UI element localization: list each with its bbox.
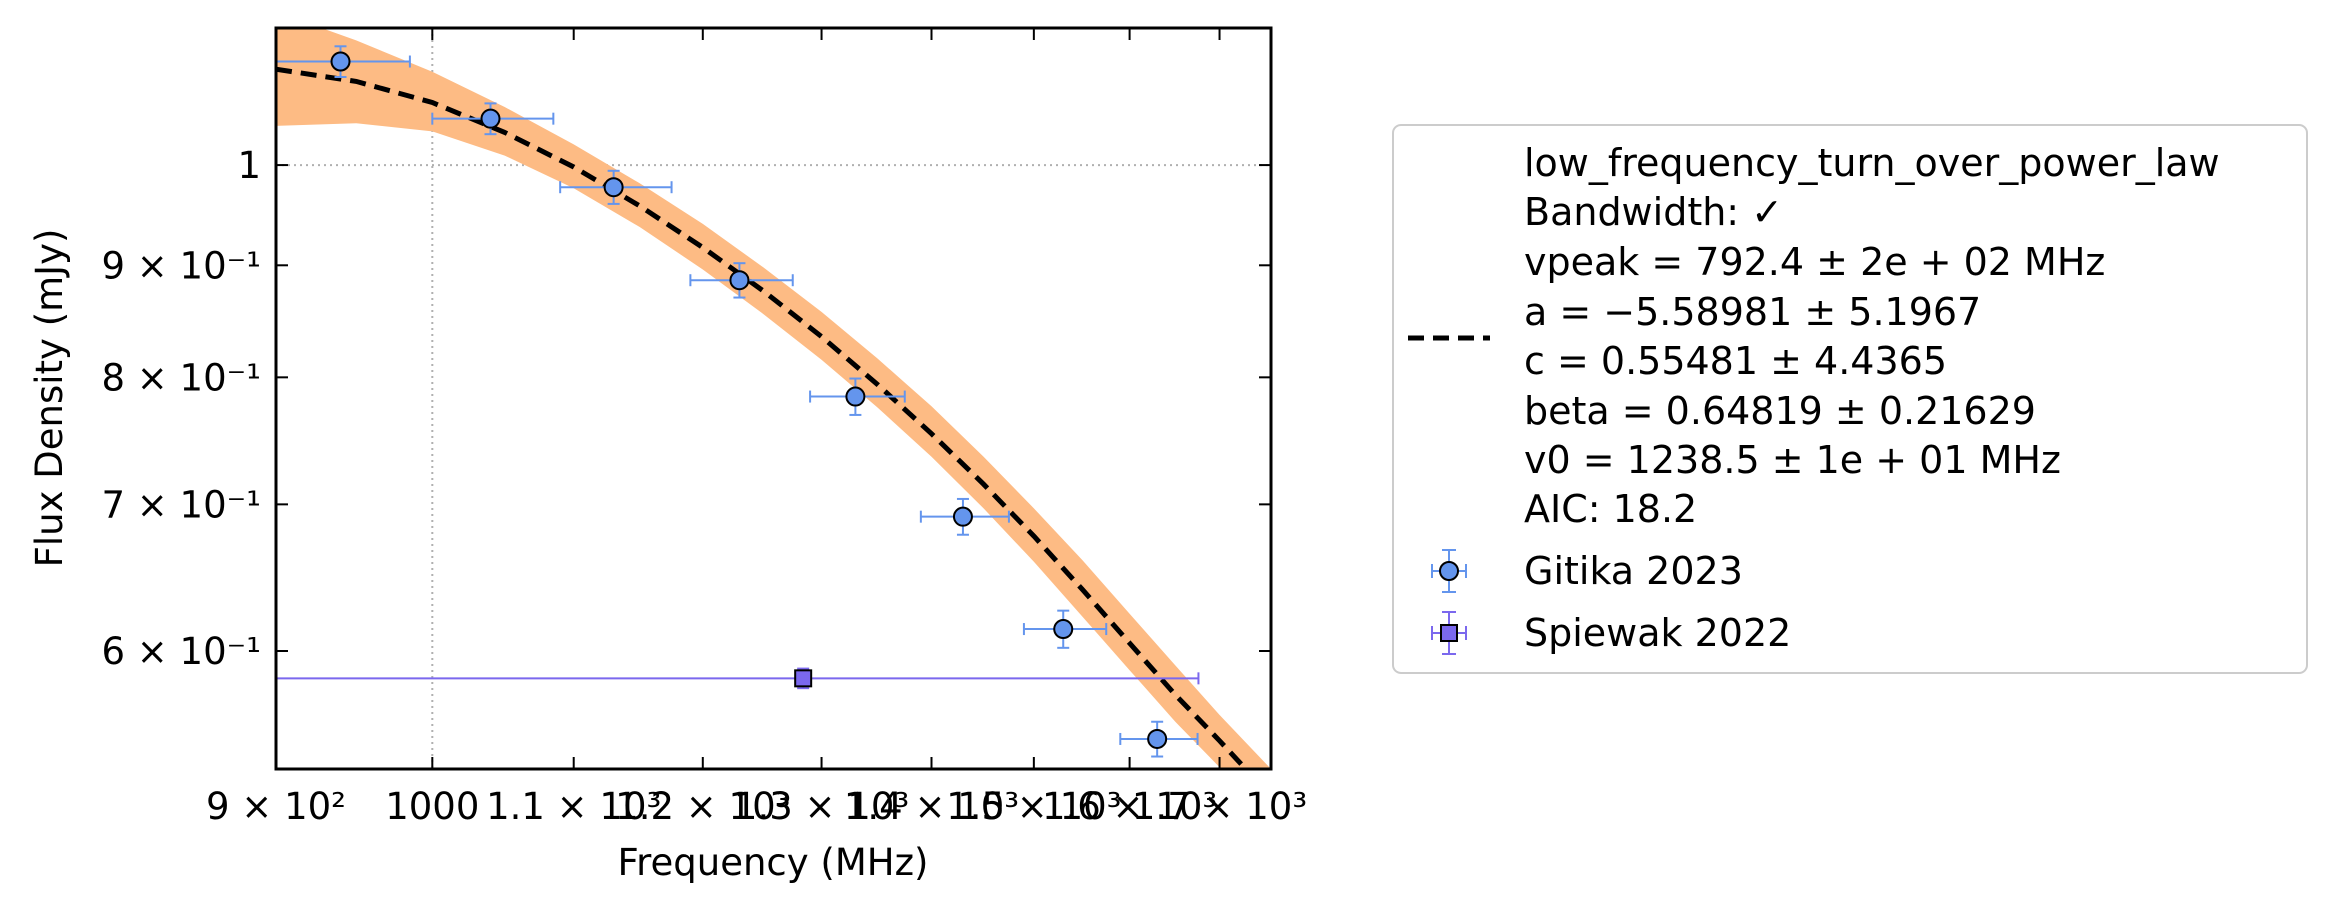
legend-fit-a: a = −5.58981 ± 5.1967: [1524, 290, 1981, 334]
data-point: [1022, 609, 1108, 649]
y-tick-label: 7 × 10⁻¹: [101, 483, 261, 526]
x-tick-label: 1.2 × 10³: [615, 785, 790, 828]
data-marker-circle: [1053, 619, 1074, 640]
data-points-layer: [276, 45, 1200, 758]
fit-uncertainty-band: [276, 28, 1271, 769]
legend-fit-aic: AIC: 18.2: [1524, 487, 1697, 531]
legend-box: [1392, 124, 2308, 674]
y-tick-label: 6 × 10⁻¹: [101, 630, 261, 673]
fit-uncertainty-band-layer: [276, 28, 1271, 769]
y-tick-label: 9 × 10⁻¹: [101, 244, 261, 287]
legend-fit-vpeak: vpeak = 792.4 ± 2e + 02 MHz: [1524, 240, 2105, 284]
legend-fit-bandwidth: Bandwidth: ✓: [1524, 190, 1783, 234]
x-axis-label: Frequency (MHz): [618, 841, 929, 884]
data-marker-circle: [845, 386, 866, 407]
legend-label-spiewak: Spiewak 2022: [1524, 611, 1791, 655]
data-point: [1119, 720, 1199, 758]
legend-fit-beta: beta = 0.64819 ± 0.21629: [1524, 389, 2036, 433]
fit-curve-layer: [276, 66, 1250, 769]
data-marker-circle: [1147, 728, 1168, 749]
y-axis-ticks: 1 9 × 10⁻¹ 8 × 10⁻¹ 7 × 10⁻¹ 6 × 10⁻¹: [101, 144, 1271, 673]
data-point: [809, 377, 906, 416]
data-point: [276, 667, 1200, 690]
plot-frame: [274, 26, 1273, 771]
legend: low_frequency_turn_over_power_law Bandwi…: [1392, 124, 2308, 674]
legend-swatch-spiewak: [1431, 611, 1467, 655]
y-axis-label: Flux Density (mJy): [28, 229, 71, 568]
x-tick-label: 1.5 × 10³: [946, 785, 1121, 828]
y-tick-label: 1: [237, 144, 261, 187]
data-marker-circle: [480, 108, 501, 129]
legend-fit-v0: v0 = 1238.5 ± 1e + 01 MHz: [1524, 438, 2061, 482]
data-point: [689, 262, 794, 299]
data-marker-circle: [330, 51, 351, 72]
data-marker-circle: [952, 506, 973, 527]
y-tick-label: 8 × 10⁻¹: [101, 356, 261, 399]
x-tick-label: 1.3 × 10³: [734, 785, 909, 828]
data-marker-circle: [603, 177, 624, 198]
data-point: [431, 102, 555, 136]
legend-fit-c: c = 0.55481 ± 4.4365: [1524, 339, 1947, 383]
data-point: [919, 497, 1010, 536]
data-point: [276, 45, 411, 79]
reference-lines: [276, 28, 1271, 769]
x-tick-label: 9 × 10²: [206, 785, 346, 828]
x-tick-label: 1.4 × 10³: [844, 785, 1019, 828]
data-point: [559, 169, 673, 205]
x-tick-label: 1.7 × 10³: [1132, 785, 1307, 828]
legend-label-gitika: Gitika 2023: [1524, 549, 1743, 593]
data-marker-square: [794, 669, 813, 688]
data-marker-circle: [729, 270, 750, 291]
x-tick-label: 1.1 × 10³: [486, 785, 661, 828]
legend-fit-model: low_frequency_turn_over_power_law: [1524, 141, 2220, 185]
x-tick-label: 1000: [385, 785, 479, 828]
legend-swatch-gitika: [1431, 549, 1467, 593]
x-tick-label: 1.6 × 10³: [1042, 785, 1217, 828]
fit-curve: [276, 66, 1250, 769]
